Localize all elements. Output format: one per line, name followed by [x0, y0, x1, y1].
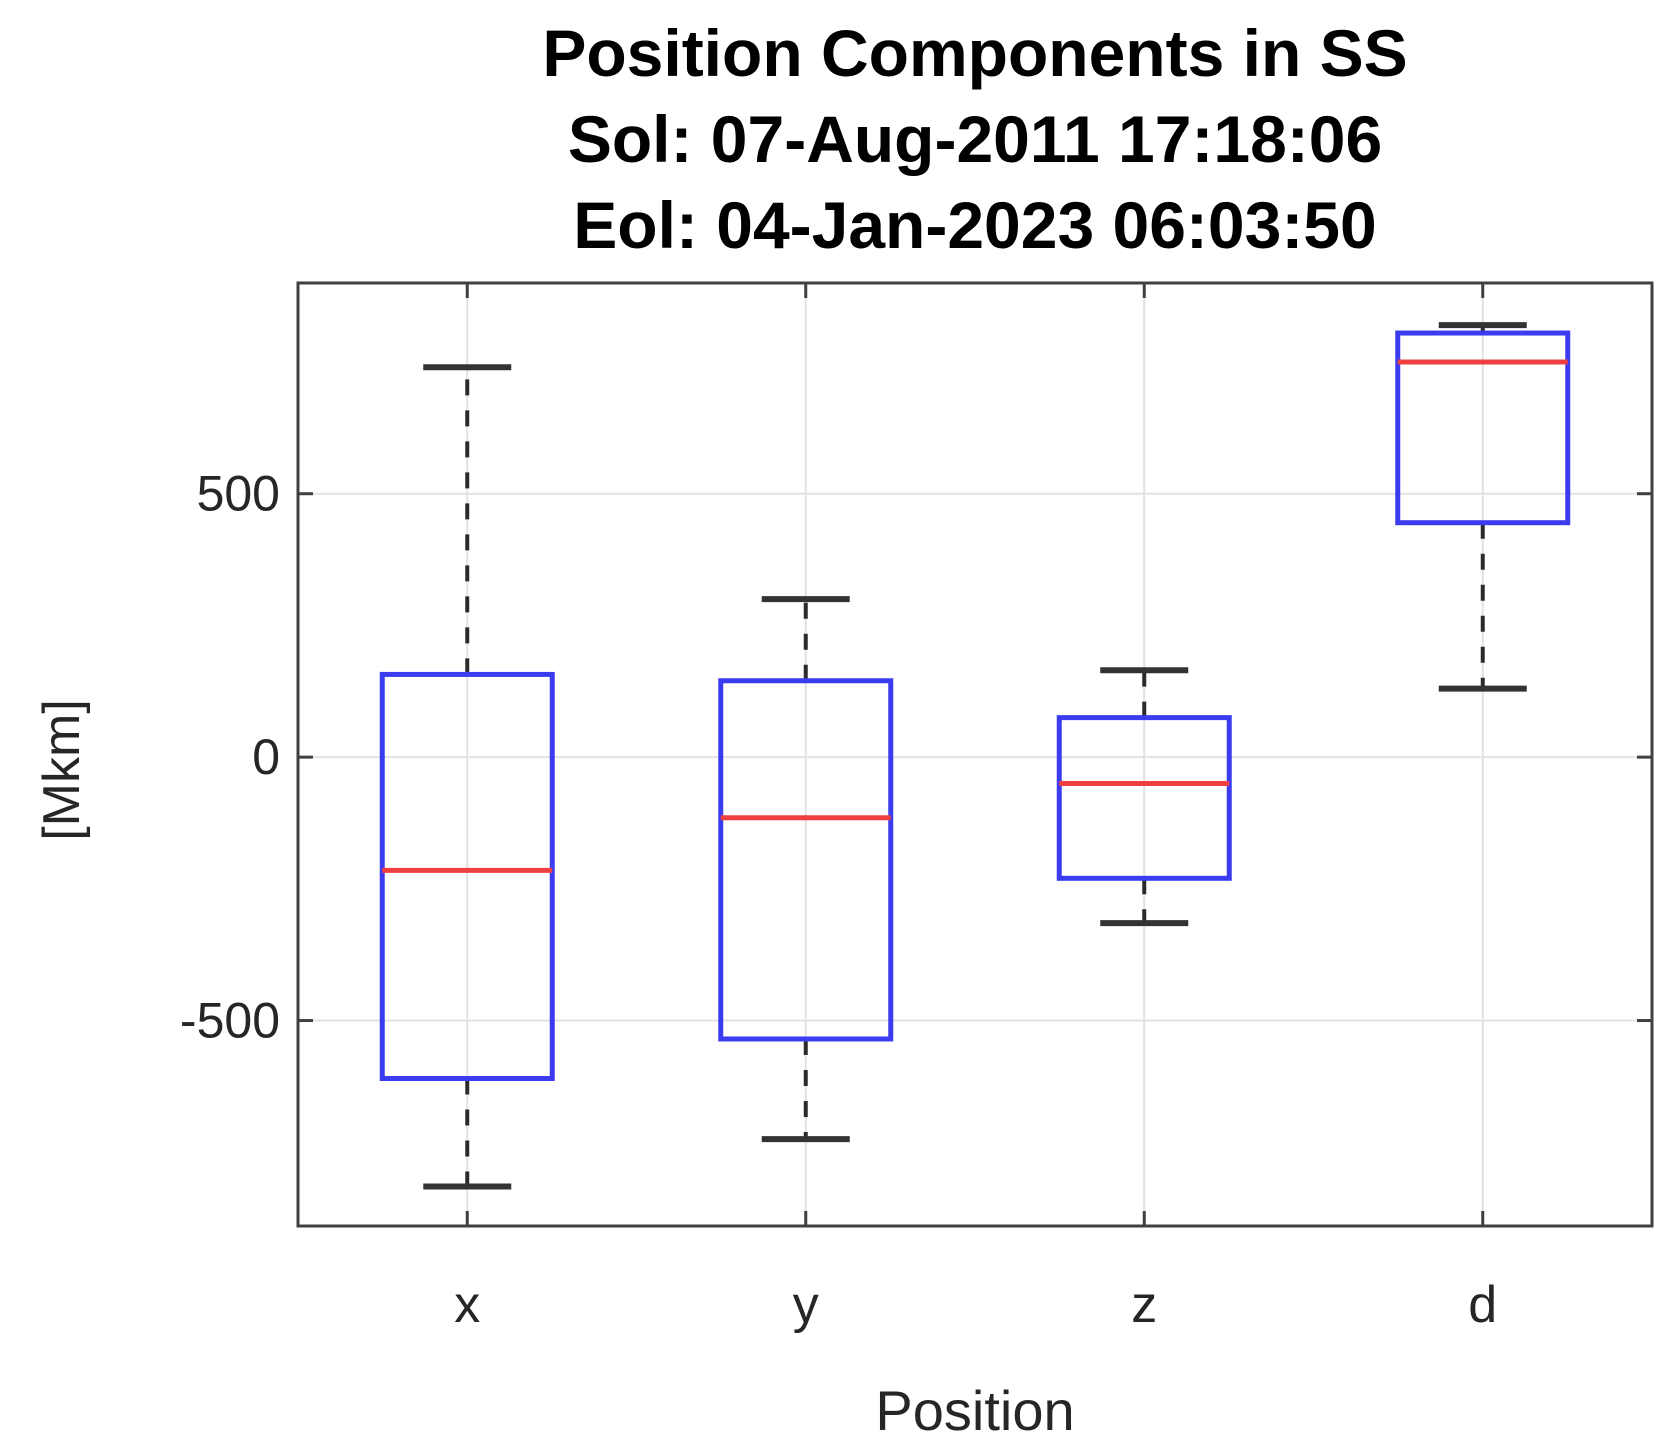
x-tick-label-x: x — [454, 1276, 480, 1334]
x-tick-label-y: y — [793, 1276, 819, 1334]
chart-title-line-3: Eol: 04-Jan-2023 06:03:50 — [573, 188, 1377, 262]
y-axis-label: [Mkm] — [33, 699, 91, 841]
chart-title-line-2: Sol: 07-Aug-2011 17:18:06 — [567, 102, 1383, 176]
chart-title-block: Position Components in SS Sol: 07-Aug-20… — [298, 10, 1652, 268]
y-tick-label-500: 500 — [197, 466, 280, 522]
box-rect-y — [718, 678, 894, 1042]
y-tick-label--500: -500 — [180, 993, 280, 1049]
x-tick-label-z: z — [1131, 1276, 1157, 1334]
x-tick-label-d: d — [1468, 1276, 1497, 1334]
y-tick-label-0: 0 — [252, 729, 280, 785]
box-rect-x — [379, 671, 555, 1081]
axis-border — [296, 281, 1654, 1228]
box-rect-d — [1395, 330, 1571, 526]
x-axis-label: Position — [875, 1379, 1075, 1442]
chart-title-line-1: Position Components in SS — [542, 16, 1408, 90]
box-rect-z — [1056, 715, 1232, 881]
